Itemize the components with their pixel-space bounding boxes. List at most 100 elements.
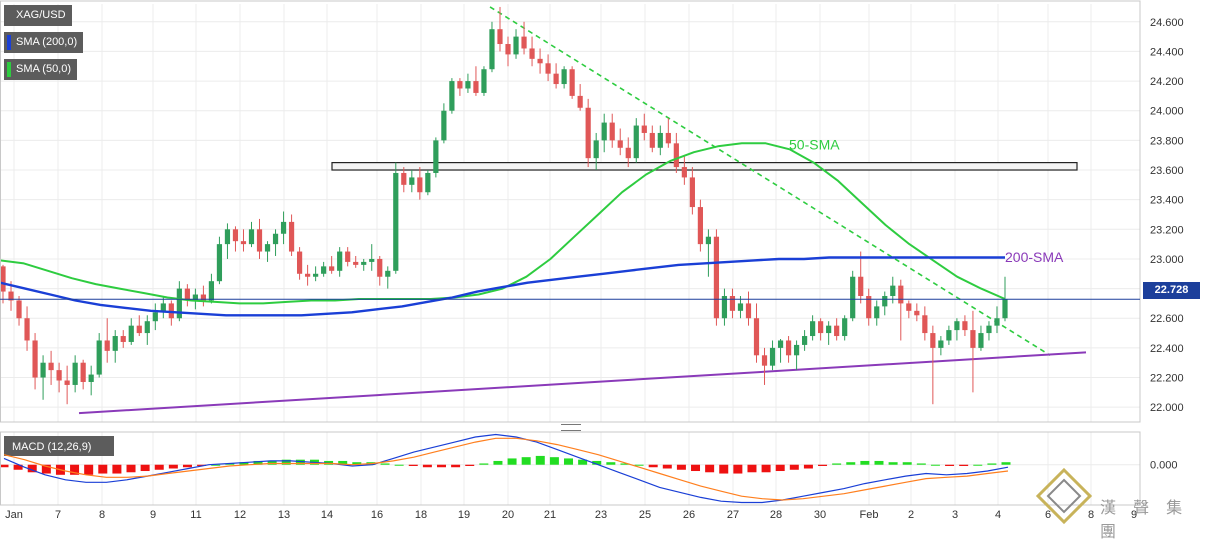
macd-histogram-bar bbox=[451, 464, 461, 468]
macd-histogram-bar bbox=[41, 464, 51, 474]
macd-panel: MACD (12,26,9) bbox=[0, 433, 1011, 504]
macd-histogram-bar bbox=[126, 464, 136, 473]
x-tick-label: 18 bbox=[415, 509, 427, 521]
legend-sma50[interactable]: SMA (50,0) bbox=[4, 59, 78, 80]
candle-body bbox=[753, 318, 760, 356]
candle-body bbox=[609, 122, 615, 141]
macd-histogram-bar bbox=[182, 464, 192, 468]
watermark-logo bbox=[1035, 467, 1093, 525]
candle-body bbox=[16, 300, 22, 319]
current-price-tag: 22.728 bbox=[1143, 282, 1200, 299]
x-tick-label: 6 bbox=[1045, 509, 1051, 521]
candle-body bbox=[288, 221, 295, 252]
macd-histogram-bar bbox=[761, 464, 771, 473]
legend-sma200[interactable]: SMA (200,0) bbox=[4, 32, 84, 53]
x-tick-label: 2 bbox=[908, 509, 914, 521]
descending-trendline bbox=[489, 6, 1051, 356]
candle-body bbox=[481, 69, 487, 93]
candle-body bbox=[553, 73, 559, 85]
macd-histogram-bar bbox=[521, 457, 531, 465]
candle-body bbox=[802, 336, 808, 345]
candle-body bbox=[874, 306, 880, 319]
sma-lines bbox=[0, 142, 1006, 317]
candle-body bbox=[866, 296, 872, 319]
x-tick-label: Feb bbox=[860, 509, 879, 521]
x-tick-label: 8 bbox=[1088, 509, 1094, 521]
candle-body bbox=[826, 325, 832, 334]
macd-histogram-bar bbox=[860, 460, 870, 465]
signal-line bbox=[3, 437, 1009, 501]
macd-histogram-bar bbox=[253, 460, 263, 465]
y-tick-label: 24.400 bbox=[1150, 46, 1184, 58]
macd-histogram-bar bbox=[535, 455, 545, 465]
macd-histogram-bar bbox=[803, 464, 813, 469]
y-tick-label: 22.000 bbox=[1150, 402, 1184, 414]
x-tick-label: 25 bbox=[639, 509, 651, 521]
logo-diamond-outer bbox=[1035, 467, 1093, 525]
candle-body bbox=[537, 58, 543, 64]
candle-body bbox=[850, 276, 856, 319]
macd-histogram-bar bbox=[154, 464, 164, 470]
candle-body bbox=[401, 172, 407, 185]
candle-body bbox=[906, 303, 912, 311]
candle-body bbox=[745, 303, 752, 319]
sma200-annotation: 200-SMA bbox=[1005, 249, 1064, 265]
macd-histogram-bar bbox=[973, 464, 983, 466]
candle-body bbox=[72, 362, 78, 385]
candle-body bbox=[441, 110, 447, 141]
candle-body bbox=[256, 229, 263, 252]
x-tick-label: 28 bbox=[770, 509, 782, 521]
candle-body bbox=[489, 29, 495, 70]
macd-histogram-bar bbox=[27, 464, 37, 473]
macd-histogram-bar bbox=[775, 464, 785, 472]
pane-resize-handle[interactable] bbox=[561, 424, 581, 431]
macd-histogram-bar bbox=[70, 464, 80, 475]
candle-body bbox=[625, 147, 631, 159]
candle-body bbox=[882, 296, 888, 307]
candle-body bbox=[425, 172, 431, 193]
candle-body bbox=[962, 321, 968, 331]
candle-body bbox=[345, 251, 351, 262]
macd-histogram-bar bbox=[888, 462, 898, 465]
candle-body bbox=[216, 244, 223, 282]
candle-body bbox=[224, 229, 231, 245]
candle-body bbox=[160, 303, 166, 313]
candle-body bbox=[729, 296, 736, 311]
candle-body bbox=[834, 325, 840, 337]
legend-sma200-label: SMA (200,0) bbox=[16, 36, 78, 48]
macd-histogram-bar bbox=[281, 459, 291, 465]
x-tick-label: 7 bbox=[55, 509, 61, 521]
y-tick-label: 23.800 bbox=[1150, 135, 1184, 147]
sma50-annotation: 50-SMA bbox=[789, 136, 840, 152]
candle-body bbox=[818, 321, 824, 334]
candle-body bbox=[272, 233, 279, 245]
axes: 22.00022.20022.40022.60022.80023.00023.2… bbox=[0, 0, 1184, 521]
candle-body bbox=[545, 63, 551, 74]
macd-histogram-bar bbox=[592, 460, 602, 465]
y-tick-label: 23.200 bbox=[1150, 224, 1184, 236]
x-tick-label: 30 bbox=[814, 509, 826, 521]
candle-body bbox=[449, 81, 455, 111]
candle-body bbox=[922, 315, 928, 334]
candle-body bbox=[96, 340, 102, 375]
sma50-swatch bbox=[7, 62, 11, 77]
macd-histogram-bar bbox=[84, 464, 94, 475]
x-tick-label: 8 bbox=[99, 509, 105, 521]
price-panel-border bbox=[0, 0, 1141, 423]
x-tick-label: 23 bbox=[595, 509, 607, 521]
price-grid bbox=[0, 4, 1140, 422]
candle-body bbox=[353, 261, 359, 265]
macd-histogram-bar bbox=[211, 464, 221, 466]
candle-body bbox=[280, 221, 287, 234]
macd-histogram-bar bbox=[705, 464, 715, 473]
candle-body bbox=[240, 241, 247, 245]
macd-histogram-bar bbox=[648, 464, 658, 468]
macd-histogram-bar bbox=[902, 462, 912, 465]
macd-histogram-bar bbox=[352, 462, 362, 465]
macd-histogram-bar bbox=[818, 464, 828, 466]
chart-canvas[interactable]: MACD (12,26,9) 22.000 22.200 22.400 22.600 2… bbox=[0, 0, 1207, 526]
legend-symbol[interactable]: XAG/USD bbox=[4, 5, 72, 26]
candle-body bbox=[104, 340, 110, 351]
macd-histogram-bar bbox=[930, 464, 940, 466]
candle-body bbox=[641, 125, 647, 133]
